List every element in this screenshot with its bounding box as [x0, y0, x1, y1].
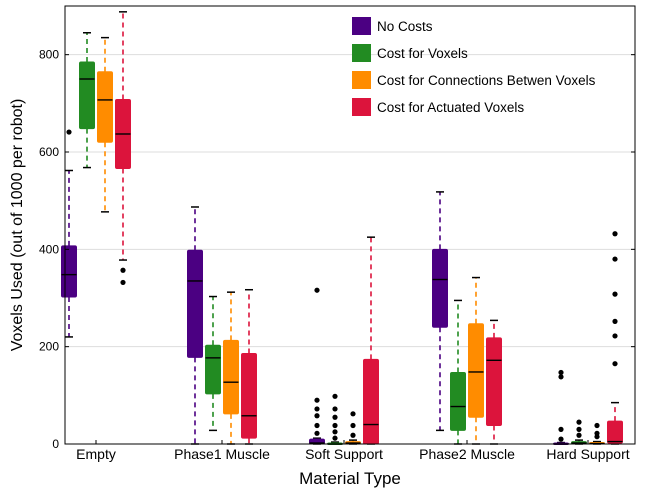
outlier-point [332, 429, 338, 435]
box-iqr [187, 249, 203, 358]
legend-item: Cost for Voxels [352, 44, 468, 62]
box-cost-for-connections-betwen-voxels-0 [97, 36, 113, 213]
outlier-point [612, 256, 618, 262]
outlier-point [314, 413, 320, 419]
box-iqr [363, 358, 379, 445]
box-iqr [79, 61, 95, 130]
box-cost-for-actuated-voxels-0 [115, 11, 131, 286]
legend-label: No Costs [377, 19, 433, 34]
box-cost-for-connections-betwen-voxels-1 [223, 291, 239, 445]
outlier-point [350, 422, 356, 429]
outlier-point [612, 318, 618, 324]
outlier-point [558, 374, 564, 380]
outlier-point [558, 426, 564, 432]
outlier-point [332, 422, 338, 429]
box-cost-for-actuated-voxels-4 [607, 231, 623, 445]
box-iqr [97, 71, 113, 143]
box-iqr [61, 245, 77, 298]
box-cost-for-voxels-4 [571, 419, 587, 445]
outlier-point [66, 129, 72, 135]
box-layer [61, 11, 623, 446]
outlier-point [314, 397, 320, 403]
x-tick-label: Phase2 Muscle [419, 446, 515, 462]
plot-frame [64, 5, 636, 445]
outlier-point [332, 435, 338, 441]
y-axis-label: Voxels Used (out of 1000 per robot) [9, 99, 26, 352]
box-iqr [432, 248, 448, 328]
outlier-point [332, 393, 338, 399]
box-cost-for-connections-betwen-voxels-2 [345, 411, 361, 445]
box-cost-for-connections-betwen-voxels-3 [468, 276, 484, 445]
box-iqr [468, 323, 484, 418]
box-no-costs-1 [187, 206, 203, 445]
outlier-point [612, 361, 618, 367]
legend-item: Cost for Connections Betwen Voxels [352, 71, 596, 89]
outlier-point [314, 406, 320, 412]
outlier-point [314, 422, 320, 429]
outlier-point [558, 436, 564, 442]
box-cost-for-voxels-0 [79, 32, 95, 169]
x-tick-label: Empty [76, 446, 116, 462]
box-iqr [205, 344, 221, 395]
box-iqr [241, 352, 257, 439]
y-tick-label: 800 [39, 48, 59, 62]
y-tick-label: 0 [52, 437, 59, 451]
outlier-point [576, 419, 582, 425]
x-tick-label: Soft Support [305, 446, 383, 462]
x-tick-label: Phase1 Muscle [174, 446, 270, 462]
box-cost-for-voxels-2 [327, 393, 343, 446]
box-iqr [607, 420, 623, 444]
legend: No Costs Cost for Voxels Cost for Connecti… [352, 17, 596, 116]
y-tick-label: 400 [39, 242, 59, 256]
y-tick-label: 600 [39, 145, 59, 159]
outlier-point [594, 430, 600, 436]
legend-label: Cost for Voxels [377, 46, 468, 61]
box-iqr [223, 339, 239, 415]
x-tick-label: Hard Support [546, 446, 629, 462]
outlier-point [314, 430, 320, 436]
outlier-point [558, 369, 564, 376]
legend-label: Cost for Actuated Voxels [377, 100, 524, 115]
box-cost-for-actuated-voxels-1 [241, 288, 257, 445]
outlier-point [332, 406, 338, 412]
legend-swatch [352, 17, 371, 35]
legend-swatch [352, 71, 371, 89]
outlier-point [594, 422, 600, 429]
outlier-point [612, 333, 618, 339]
axis-layer: 0 200 400 600 800 Empty Phase1 Muscle Soft Supp… [39, 48, 635, 462]
outlier-point [332, 414, 338, 420]
outlier-point [612, 291, 618, 297]
box-no-costs-3 [432, 191, 448, 432]
outlier-point [612, 231, 618, 237]
legend-swatch [352, 44, 371, 62]
outlier-point [120, 267, 126, 273]
legend-item: Cost for Actuated Voxels [352, 98, 524, 116]
legend-item: No Costs [352, 17, 433, 35]
outlier-point [314, 287, 320, 293]
outlier-point [120, 279, 126, 286]
outlier-point [576, 432, 582, 438]
y-tick-label: 200 [39, 340, 59, 354]
legend-swatch [352, 98, 371, 116]
box-iqr [450, 371, 466, 431]
box-cost-for-actuated-voxels-3 [486, 319, 502, 445]
outlier-point [350, 411, 356, 417]
box-iqr [486, 337, 502, 427]
box-cost-for-voxels-1 [205, 295, 221, 432]
outlier-point [576, 426, 582, 432]
outlier-point [350, 432, 356, 438]
legend-label: Cost for Connections Betwen Voxels [377, 73, 596, 88]
x-axis-label: Material Type [299, 469, 401, 488]
